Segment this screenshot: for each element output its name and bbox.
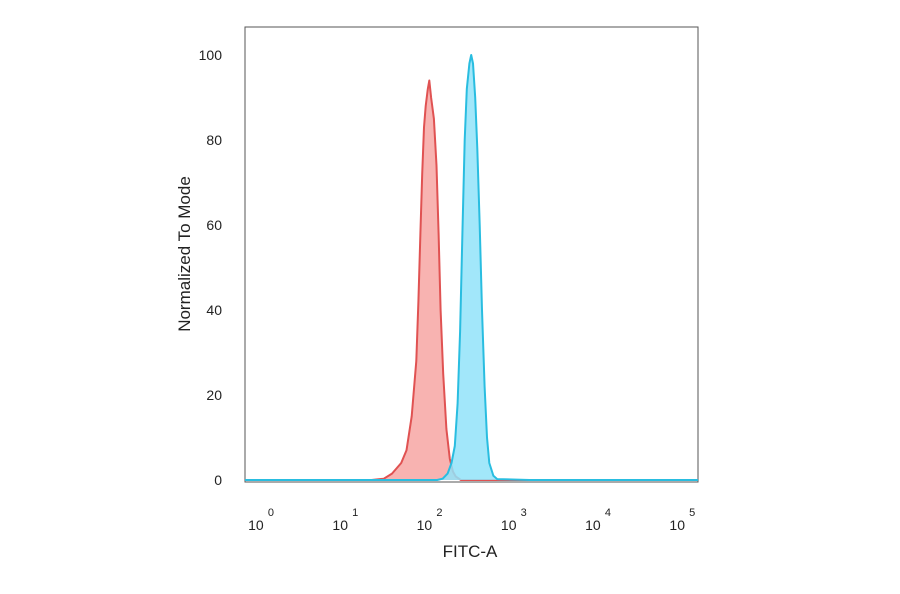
x-tick-exponent: 2 <box>436 507 442 519</box>
x-tick-exponent: 5 <box>689 507 695 519</box>
y-tick-label: 80 <box>206 132 222 148</box>
y-tick-label: 40 <box>206 302 222 318</box>
x-tick-exponent: 1 <box>352 507 358 519</box>
series-1-line <box>245 79 698 481</box>
x-tick-label: 10 <box>417 517 433 533</box>
y-tick-label: 100 <box>199 47 223 63</box>
x-tick-label: 10 <box>248 517 264 533</box>
series-2-area <box>245 55 698 480</box>
x-tick-label: 10 <box>501 517 517 533</box>
y-tick-label: 20 <box>206 387 222 403</box>
x-tick-label: 10 <box>332 517 348 533</box>
series-2-line <box>245 54 698 481</box>
x-tick-exponent: 0 <box>268 507 274 519</box>
y-axis-ticks: 0 20 40 60 80 100 <box>199 47 223 488</box>
x-tick-exponent: 4 <box>605 507 611 519</box>
x-tick-label: 10 <box>585 517 601 533</box>
y-tick-label: 60 <box>206 217 222 233</box>
x-axis-title: FITC-A <box>443 542 498 561</box>
x-tick-exponent: 3 <box>521 507 527 519</box>
y-tick-label: 0 <box>214 472 222 488</box>
y-axis-title: Normalized To Mode <box>175 176 194 332</box>
series-layer <box>245 54 698 481</box>
x-tick-label: 10 <box>669 517 685 533</box>
